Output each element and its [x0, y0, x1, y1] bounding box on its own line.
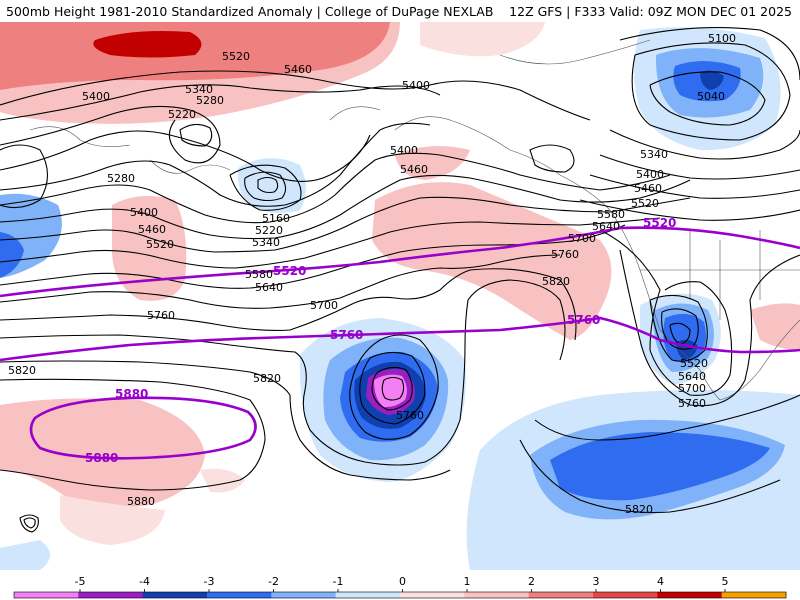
marked-contour-label: 5760	[567, 313, 600, 327]
anomaly-positive-max	[93, 31, 202, 58]
anomaly-negative-nw	[0, 232, 24, 278]
colorbar-tick-label: 3	[593, 575, 600, 588]
colorbar-bands	[13, 591, 787, 599]
marked-contour-labels: 5520 5520 5760 5760 5880 5880	[85, 216, 676, 465]
anomaly-positive-east	[750, 303, 800, 350]
height-label: 5880	[127, 495, 155, 508]
geographic-outlines	[29, 39, 800, 401]
colorbar-band	[14, 592, 79, 598]
colorbar-tick-label: 4	[657, 575, 664, 588]
marked-contours	[0, 226, 800, 460]
colorbar-band	[207, 592, 272, 598]
height-label: 5640	[678, 370, 706, 383]
map-header: 500mb Height 1981-2010 Standardized Anom…	[0, 0, 800, 22]
height-label: 5400	[130, 206, 158, 219]
height-label: 5760	[396, 409, 424, 422]
height-label: 5760	[551, 248, 579, 261]
height-label: 5220	[168, 108, 196, 121]
height-label: 5040	[697, 90, 725, 103]
height-label: 5520	[222, 50, 250, 63]
map-title: 500mb Height 1981-2010 Standardized Anom…	[6, 4, 494, 19]
height-contours	[0, 27, 800, 533]
height-label: 5700	[568, 232, 596, 245]
colorbar-tick-label: -5	[75, 575, 86, 588]
anomaly-positive-subtropic	[0, 398, 205, 508]
height-label: 5340	[640, 148, 668, 161]
anomaly-positive-subtropic-b	[60, 495, 165, 545]
height-label: 5820	[8, 364, 36, 377]
height-label: 5760	[147, 309, 175, 322]
marked-contour-label: 5760	[330, 328, 363, 342]
marked-contour-label: 5880	[85, 451, 118, 465]
colorbar-band	[721, 592, 787, 598]
height-label: 5520	[680, 357, 708, 370]
colorbar-outline	[13, 591, 787, 599]
anomaly-negative-atlantic-mid	[550, 432, 770, 501]
anomaly-positive-subtropic-c	[200, 468, 245, 493]
colorbar-tick-label: -1	[333, 575, 344, 588]
height-label: 5460	[284, 63, 312, 76]
colorbar: -5 -4 -3 -2 -1 0 1 2 3 4 5	[13, 575, 787, 599]
anomaly-positive-central	[372, 182, 612, 340]
height-label: 5280	[107, 172, 135, 185]
height-label: 5220	[255, 224, 283, 237]
height-label: 5640	[592, 220, 620, 233]
anomaly-positive-arctic	[420, 22, 545, 57]
anomaly-negative-low-w	[237, 158, 306, 214]
colorbar-tick-label: 0	[399, 575, 406, 588]
colorbar-band	[78, 592, 144, 598]
anomaly-positive-gulf	[395, 146, 470, 180]
height-label: 5400	[636, 168, 664, 181]
colorbar-band	[400, 592, 465, 598]
height-label: 5700	[310, 299, 338, 312]
height-label: 5280	[196, 94, 224, 107]
colorbar-band	[657, 592, 723, 598]
height-label: 5820	[542, 275, 570, 288]
colorbar-band	[593, 592, 658, 598]
colorbar-tick-label: 2	[528, 575, 535, 588]
height-label: 5580	[597, 208, 625, 221]
colorbar-band	[271, 592, 337, 598]
colorbar-band	[142, 592, 208, 598]
anomaly-negative-ne-core	[700, 70, 724, 90]
height-label: 5340	[185, 83, 213, 96]
height-label: 5580	[245, 268, 273, 281]
height-label: 5100	[708, 32, 736, 45]
colorbar-tick-label: 5	[722, 575, 729, 588]
height-label: 5640	[255, 281, 283, 294]
height-label: 5160	[262, 212, 290, 225]
colorbar-tick-label: 1	[464, 575, 471, 588]
colorbar-band	[528, 592, 594, 598]
height-label: 5520	[631, 197, 659, 210]
height-label: 5820	[625, 503, 653, 516]
height-label: 5460	[634, 182, 662, 195]
height-label: 5400	[390, 144, 418, 157]
height-label: 5700	[678, 382, 706, 395]
height-label: 5820	[253, 372, 281, 385]
anomaly-negative-cuba	[0, 540, 50, 570]
anomaly-shading	[0, 22, 800, 570]
anomaly-positive-nw-strong	[0, 22, 390, 90]
colorbar-tick-label: -4	[139, 575, 150, 588]
height-labels: 5520 5460 5400 5400 5340 5280 5220 5280 …	[8, 32, 736, 516]
height-label: 5340	[252, 236, 280, 249]
marked-contour-label: 5520	[273, 264, 306, 278]
height-label: 5760	[678, 397, 706, 410]
colorbar-ticks: -5 -4 -3 -2 -1 0 1 2 3 4 5	[75, 575, 729, 592]
model-run-info: 12Z GFS | F333 Valid: 09Z MON DEC 01 202…	[509, 4, 792, 19]
height-label: 5520	[146, 238, 174, 251]
marked-contour-label: 5520	[643, 216, 676, 230]
colorbar-band	[464, 592, 530, 598]
colorbar-tick-label: -3	[204, 575, 215, 588]
marked-contour-label: 5880	[115, 387, 148, 401]
height-label: 5400	[82, 90, 110, 103]
height-label: 5400	[402, 79, 430, 92]
height-label: 5460	[400, 163, 428, 176]
anomaly-map: 5520 5460 5400 5400 5340 5280 5220 5280 …	[0, 22, 800, 570]
colorbar-tick-label: -2	[268, 575, 279, 588]
colorbar-band	[335, 592, 401, 598]
height-label: 5460	[138, 223, 166, 236]
